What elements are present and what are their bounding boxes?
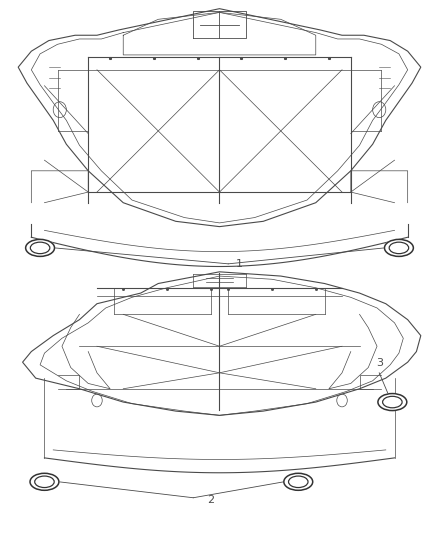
Polygon shape — [18, 9, 420, 227]
Ellipse shape — [25, 239, 54, 256]
Text: 1: 1 — [235, 259, 242, 269]
Ellipse shape — [384, 239, 413, 256]
Text: 3: 3 — [375, 358, 382, 368]
Polygon shape — [22, 272, 420, 415]
Ellipse shape — [30, 473, 59, 490]
Text: 2: 2 — [207, 495, 214, 505]
Ellipse shape — [283, 473, 312, 490]
Ellipse shape — [377, 393, 406, 410]
